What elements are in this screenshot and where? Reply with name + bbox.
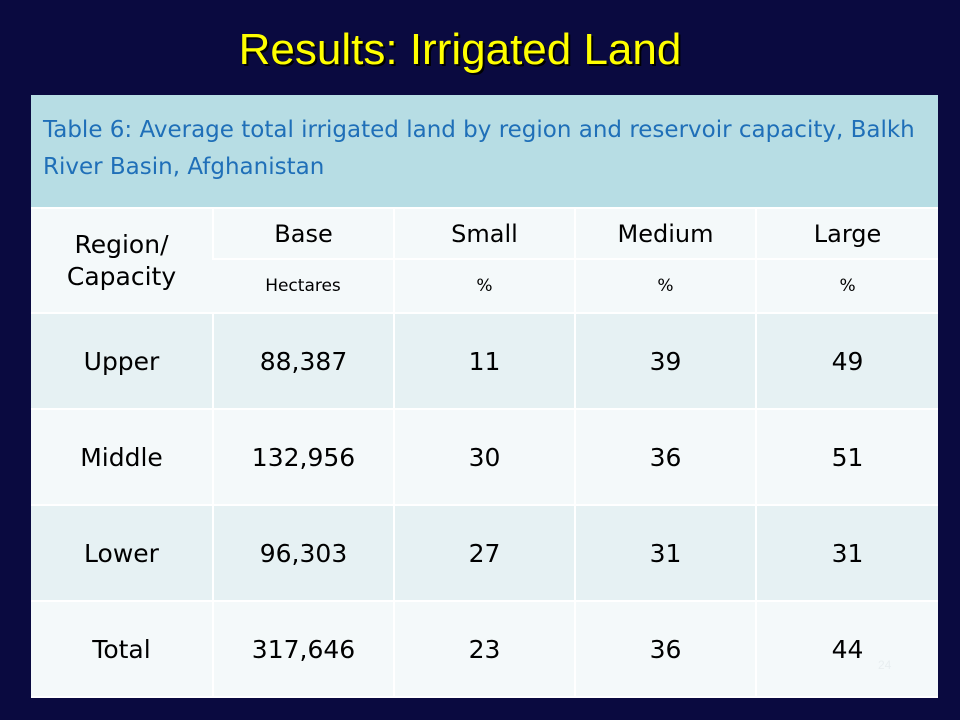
medium-cell: 36 bbox=[574, 409, 756, 505]
irrigated-land-table: Table 6: Average total irrigated land by… bbox=[31, 95, 939, 698]
medium-cell: 36 bbox=[574, 601, 756, 697]
results-table-container: Table 6: Average total irrigated land by… bbox=[31, 95, 939, 697]
large-cell: 51 bbox=[754, 409, 939, 505]
medium-cell: 39 bbox=[574, 313, 756, 409]
page-number: 24 bbox=[878, 658, 892, 672]
unit-small: % bbox=[393, 259, 575, 313]
table-row: Middle 132,956 30 36 51 bbox=[31, 409, 939, 505]
unit-base: Hectares bbox=[213, 259, 394, 313]
table-row: Total 317,646 23 36 44 bbox=[31, 601, 939, 697]
unit-medium: % bbox=[574, 259, 756, 313]
region-cell: Total bbox=[31, 601, 213, 697]
base-cell: 96,303 bbox=[212, 505, 394, 601]
column-header-medium: Medium bbox=[574, 208, 756, 259]
column-header-base: Base bbox=[212, 208, 394, 259]
base-cell: 88,387 bbox=[212, 313, 394, 409]
table-row: Upper 88,387 11 39 49 bbox=[31, 313, 939, 409]
small-cell: 30 bbox=[393, 409, 575, 505]
table-caption: Table 6: Average total irrigated land by… bbox=[31, 95, 939, 209]
small-cell: 23 bbox=[393, 601, 575, 697]
small-cell: 11 bbox=[393, 313, 575, 409]
large-cell: 44 bbox=[754, 601, 939, 697]
column-header-large: Large bbox=[754, 208, 939, 259]
large-cell: 31 bbox=[754, 505, 939, 601]
base-cell: 317,646 bbox=[212, 601, 394, 697]
base-cell: 132,956 bbox=[212, 409, 394, 505]
region-cell: Lower bbox=[31, 505, 213, 601]
column-header-small: Small bbox=[393, 208, 575, 259]
small-cell: 27 bbox=[393, 505, 575, 601]
region-capacity-header: Region/ Capacity bbox=[31, 208, 213, 313]
region-cell: Middle bbox=[31, 409, 213, 505]
unit-large: % bbox=[754, 259, 939, 313]
medium-cell: 31 bbox=[574, 505, 756, 601]
slide-title: Results: Irrigated Land bbox=[238, 25, 682, 74]
table-row: Lower 96,303 27 31 31 bbox=[31, 505, 939, 601]
large-cell: 49 bbox=[754, 313, 939, 409]
region-cell: Upper bbox=[31, 313, 213, 409]
